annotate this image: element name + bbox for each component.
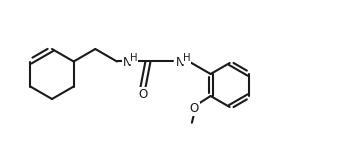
Text: H: H	[130, 53, 137, 63]
Text: N: N	[122, 56, 131, 69]
Text: O: O	[138, 88, 148, 101]
Text: O: O	[189, 103, 199, 115]
Text: N: N	[176, 56, 184, 69]
Text: H: H	[183, 53, 190, 63]
